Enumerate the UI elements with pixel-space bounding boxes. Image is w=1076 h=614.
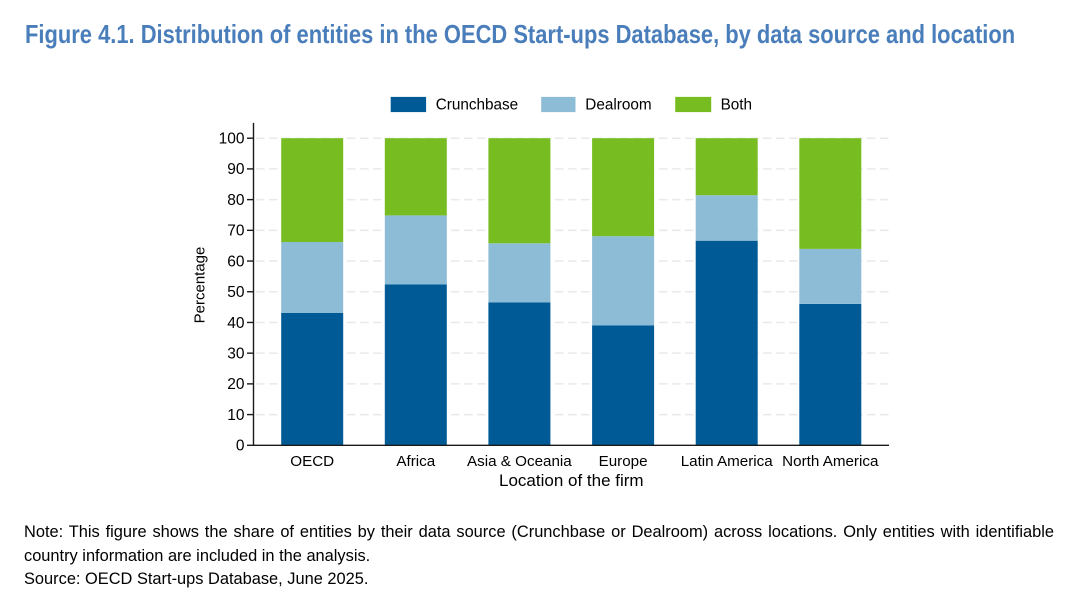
- svg-text:10: 10: [227, 407, 245, 424]
- svg-text:Latin America: Latin America: [681, 453, 774, 470]
- svg-text:70: 70: [227, 223, 245, 240]
- svg-text:20: 20: [227, 376, 245, 393]
- svg-text:Percentage: Percentage: [192, 247, 209, 324]
- svg-text:Both: Both: [721, 96, 752, 113]
- svg-text:OECD: OECD: [290, 453, 334, 470]
- svg-text:100: 100: [219, 131, 245, 148]
- svg-text:Location of the firm: Location of the firm: [499, 471, 644, 490]
- svg-text:60: 60: [227, 253, 245, 270]
- svg-text:Europe: Europe: [599, 453, 648, 470]
- svg-text:Crunchbase: Crunchbase: [436, 96, 518, 113]
- svg-text:90: 90: [227, 161, 245, 178]
- svg-text:40: 40: [227, 315, 245, 332]
- svg-text:30: 30: [227, 346, 245, 363]
- svg-text:North America: North America: [782, 453, 879, 470]
- svg-text:Africa: Africa: [396, 453, 435, 470]
- svg-text:50: 50: [227, 284, 245, 301]
- svg-text:Dealroom: Dealroom: [585, 96, 651, 113]
- svg-text:Asia & Oceania: Asia & Oceania: [467, 453, 572, 470]
- svg-text:0: 0: [236, 438, 245, 455]
- svg-text:80: 80: [227, 192, 245, 209]
